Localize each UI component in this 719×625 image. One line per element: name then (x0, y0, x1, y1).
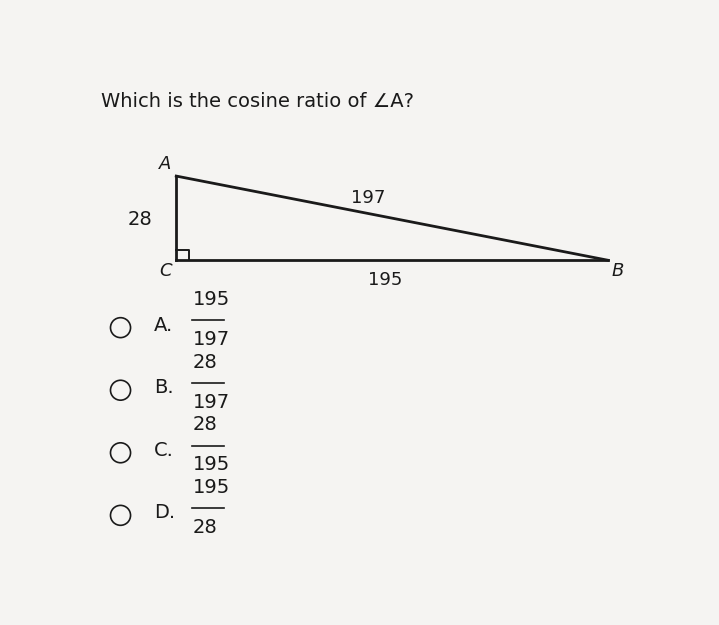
Text: 28: 28 (128, 210, 152, 229)
Text: 28: 28 (193, 353, 218, 372)
Text: A.: A. (154, 316, 173, 335)
Text: 195: 195 (193, 478, 230, 497)
Text: 195: 195 (368, 271, 403, 289)
Text: 197: 197 (352, 189, 385, 207)
Text: B: B (612, 262, 624, 280)
Text: C.: C. (154, 441, 174, 460)
Text: 197: 197 (193, 330, 230, 349)
Text: 28: 28 (193, 518, 218, 537)
Text: A: A (159, 155, 171, 173)
Text: 197: 197 (193, 392, 230, 412)
Text: Which is the cosine ratio of ∠A?: Which is the cosine ratio of ∠A? (101, 92, 414, 111)
Text: C: C (159, 262, 171, 280)
Text: 28: 28 (193, 416, 218, 434)
Text: B.: B. (154, 378, 173, 398)
Text: 195: 195 (193, 455, 230, 474)
Text: 195: 195 (193, 291, 230, 309)
Text: D.: D. (154, 504, 175, 522)
